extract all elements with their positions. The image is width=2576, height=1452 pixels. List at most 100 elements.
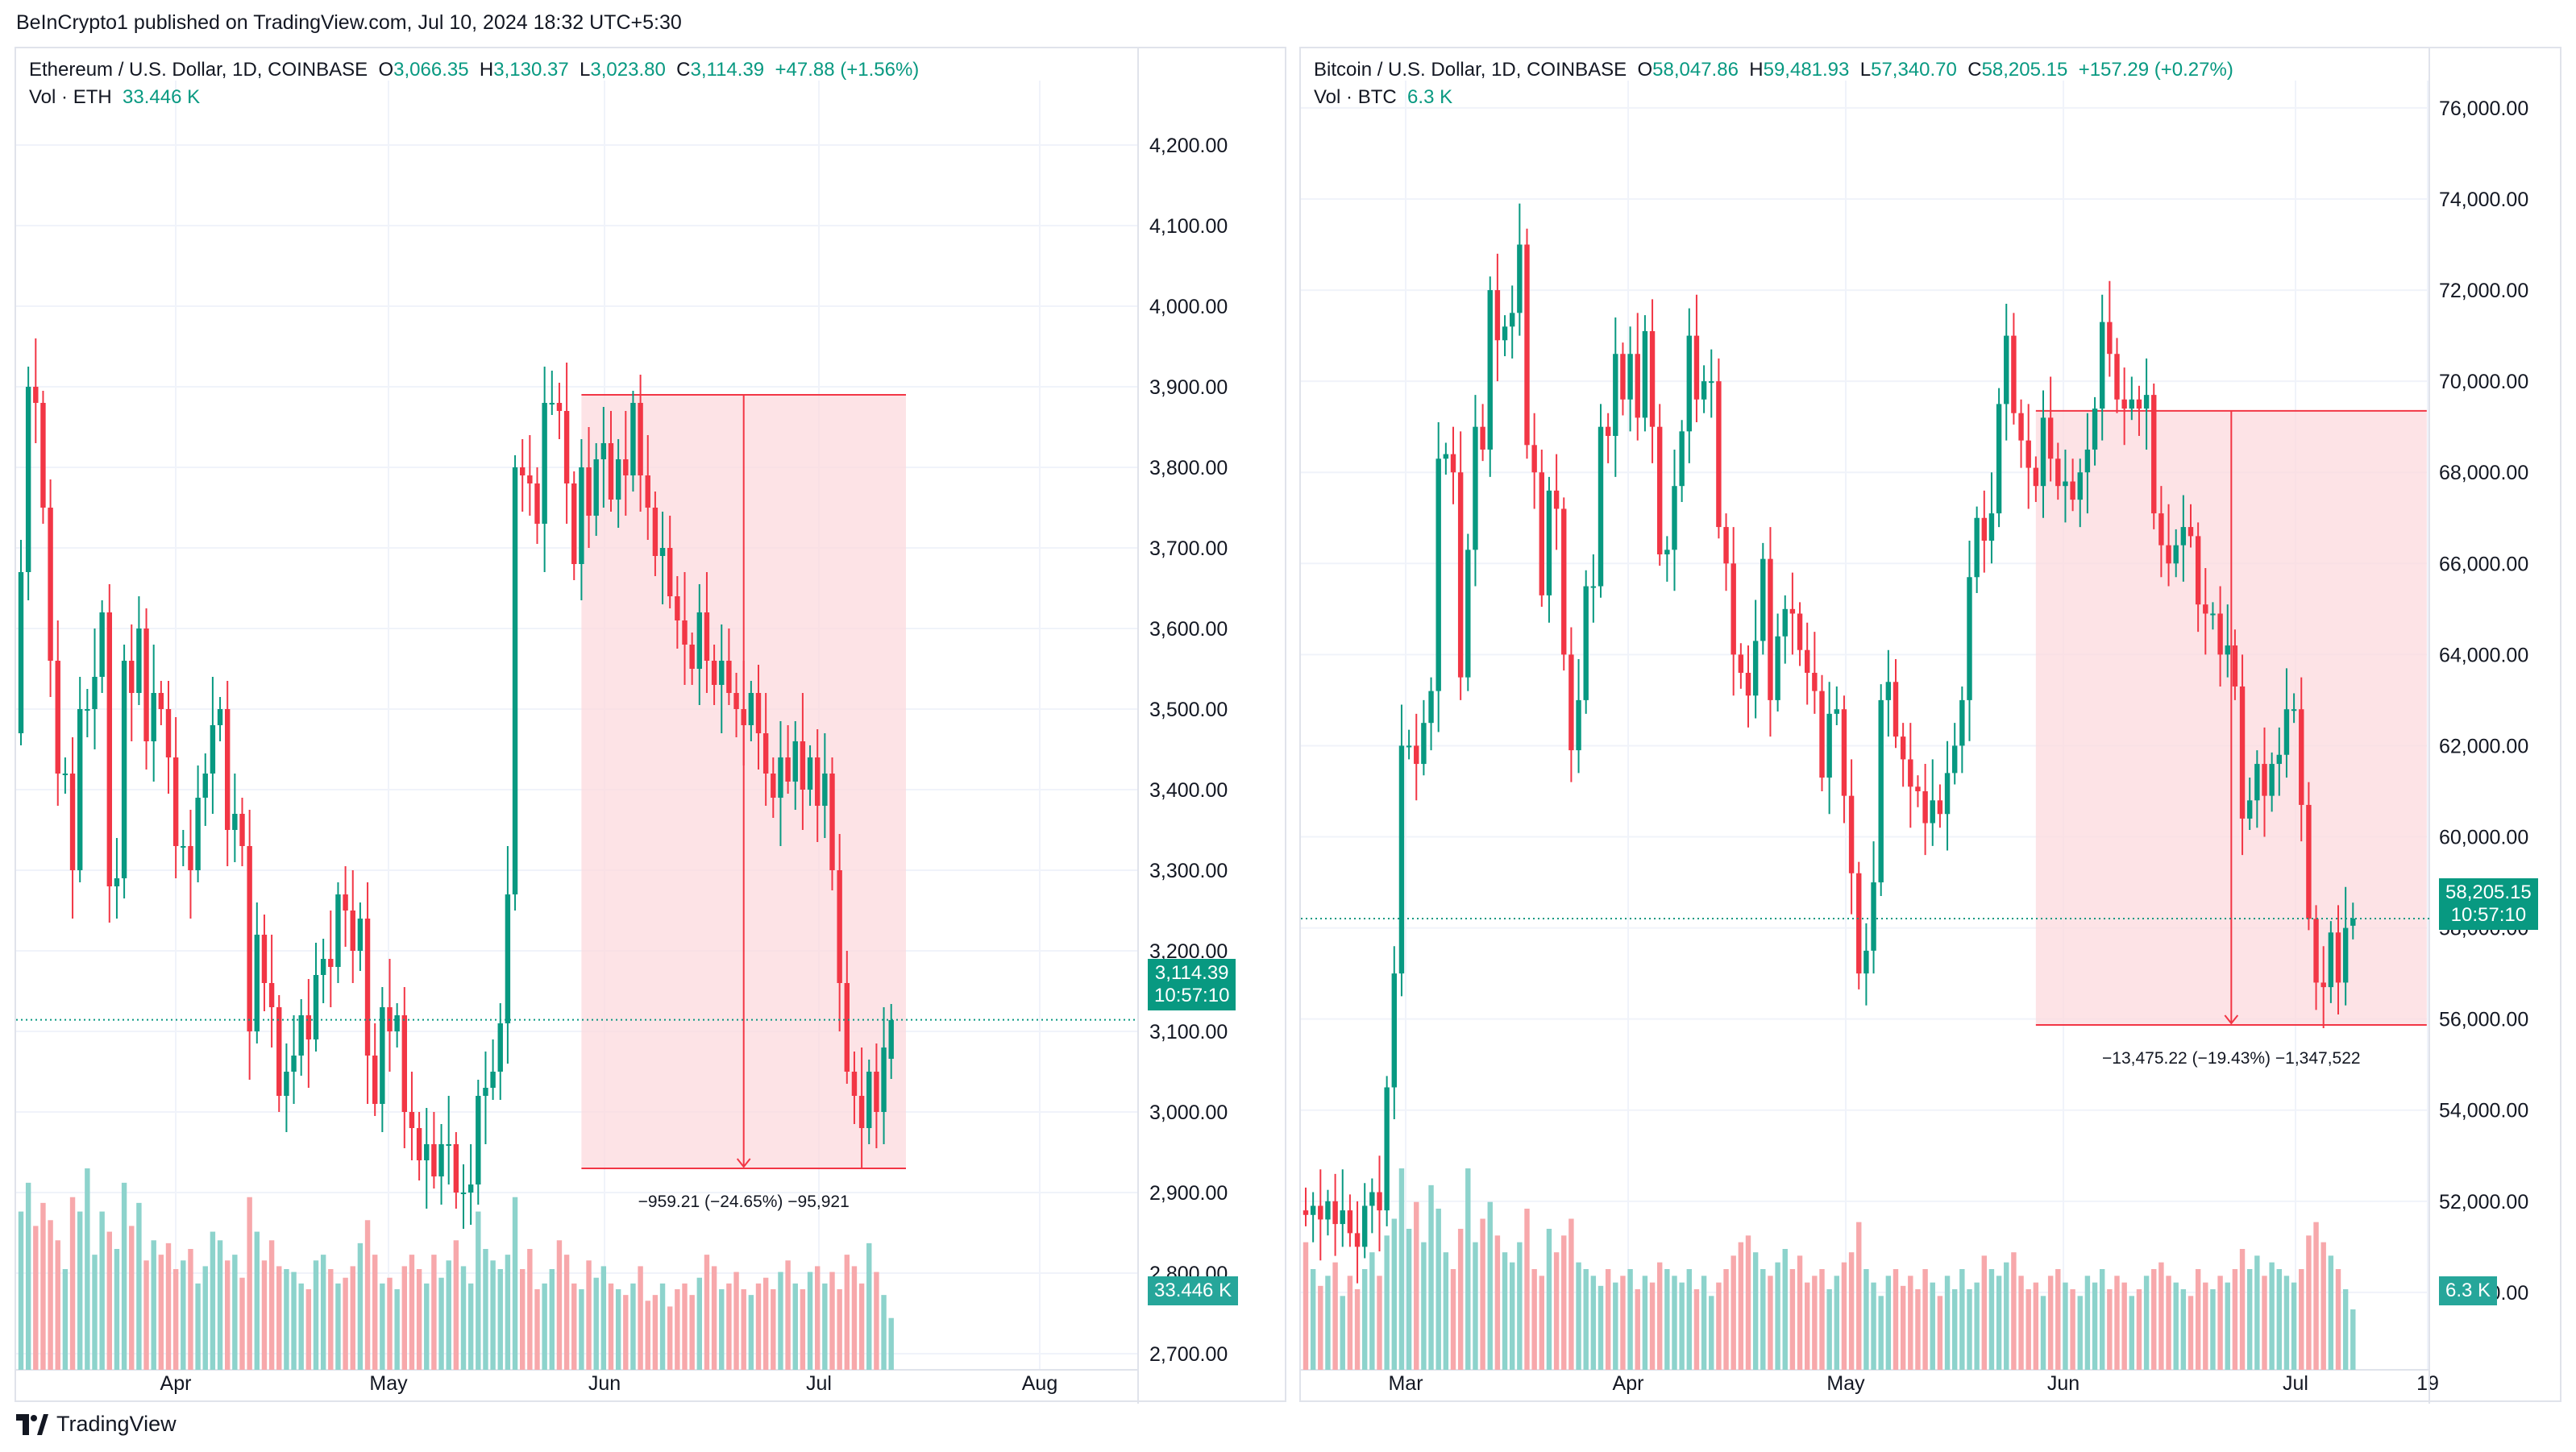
candle-body — [2018, 413, 2024, 441]
candle-body — [2239, 686, 2246, 819]
y-tick-label: 3,500.00 — [1149, 699, 1228, 721]
volume-bar — [866, 1242, 872, 1370]
volume-bar — [1613, 1282, 1618, 1370]
btc-chart-panel[interactable]: 76,000.00 74,000.00 72,000.00 70,000.00 68,0… — [1299, 47, 2563, 1404]
volume-bar — [1768, 1276, 1773, 1370]
volume-bar — [172, 1269, 179, 1370]
volume-bar — [586, 1260, 592, 1370]
volume-bar — [268, 1240, 275, 1370]
volume-bar — [158, 1255, 164, 1370]
volume-bar — [1531, 1269, 1537, 1370]
volume-bar — [1539, 1276, 1545, 1370]
y-tick-label: 54,000.00 — [2439, 1100, 2528, 1122]
candle-body — [844, 983, 850, 1072]
volume-bar — [136, 1202, 142, 1370]
candle-body — [1576, 699, 1581, 751]
volume-bar — [1546, 1229, 1552, 1370]
candle-body — [210, 725, 216, 774]
volume-bar — [328, 1269, 334, 1370]
candle-body — [1450, 454, 1456, 473]
volume-bar — [350, 1266, 355, 1370]
candle-body — [1590, 586, 1597, 588]
candle-body — [1480, 426, 1485, 450]
candle-body — [195, 798, 201, 870]
y-tick-label: 52,000.00 — [2439, 1191, 2528, 1213]
candle-body — [608, 443, 614, 500]
y-tick-label: 62,000.00 — [2439, 735, 2528, 757]
volume-bar — [2158, 1262, 2164, 1370]
volume-bar — [1900, 1285, 1906, 1370]
volume-bar — [305, 1289, 312, 1370]
candle-body — [1598, 426, 1604, 587]
volume-bar — [1553, 1252, 1560, 1370]
volume-bar — [1318, 1285, 1323, 1370]
volume-bar — [711, 1266, 717, 1370]
volume-bar — [1760, 1269, 1766, 1370]
btc-high-label: H — [1749, 59, 1764, 81]
tradingview-logo-icon — [16, 1413, 48, 1435]
eth-candlestick-chart[interactable]: 4,200.00 4,100.00 4,000.00 3,900.00 3,800.00… — [16, 48, 1288, 1404]
x-tick-label: Jul — [806, 1372, 832, 1395]
btc-symbol: Bitcoin / U.S. Dollar, 1D, COINBASE — [1314, 59, 1627, 81]
candle-body — [181, 846, 186, 848]
candle-body — [1878, 699, 1884, 883]
volume-bar — [1576, 1262, 1581, 1370]
candle-body — [2269, 764, 2275, 796]
volume-bar — [247, 1197, 252, 1370]
candle-body — [114, 878, 120, 886]
y-tick-label: 70,000.00 — [2439, 371, 2528, 393]
volume-bar — [2350, 1309, 2356, 1370]
volume-bar — [394, 1289, 400, 1370]
volume-bar — [1325, 1276, 1331, 1370]
candle-body — [350, 911, 355, 951]
btc-candlestick-chart[interactable]: 76,000.00 74,000.00 72,000.00 70,000.00 68,0… — [1301, 48, 2563, 1404]
candle-body — [1679, 431, 1685, 487]
candle-body — [837, 870, 842, 983]
eth-chart-panel[interactable]: 4,200.00 4,100.00 4,000.00 3,900.00 3,800.00… — [15, 47, 1288, 1404]
y-tick-label: 68,000.00 — [2439, 462, 2528, 484]
candle-body — [172, 757, 179, 846]
candle-body — [2350, 919, 2356, 926]
volume-bar — [1568, 1218, 1574, 1370]
volume-bar — [1885, 1276, 1892, 1370]
candle-body — [563, 411, 570, 483]
volume-bar — [1679, 1282, 1685, 1370]
candle-body — [1908, 759, 1913, 787]
volume-bar — [1812, 1276, 1818, 1370]
candle-body — [305, 1015, 312, 1039]
y-tick-label: 64,000.00 — [2439, 644, 2528, 666]
volume-bar — [689, 1295, 695, 1370]
volume-bar — [512, 1197, 518, 1370]
volume-bar — [1465, 1168, 1471, 1370]
candle-body — [2025, 440, 2031, 468]
volume-bar — [453, 1240, 459, 1370]
candle-body — [1937, 800, 1943, 815]
volume-bar — [888, 1317, 894, 1370]
candle-body — [431, 1144, 437, 1176]
candle-body — [755, 693, 762, 733]
volume-bar — [129, 1226, 135, 1370]
range-label: −959.21 (−24.65%) −95,921 — [638, 1193, 850, 1211]
candle-body — [33, 387, 39, 403]
volume-bar — [291, 1272, 297, 1370]
volume-bar — [792, 1283, 798, 1370]
candle-body — [364, 919, 371, 1056]
volume-bar — [2342, 1289, 2349, 1370]
candle-body — [69, 774, 76, 870]
volume-bar — [1391, 1218, 1398, 1370]
candle-body — [1354, 1233, 1361, 1247]
candle-body — [505, 894, 511, 1023]
candle-body — [1804, 649, 1810, 673]
volume-bar — [2025, 1289, 2031, 1370]
y-tick-label: 3,000.00 — [1149, 1101, 1228, 1124]
eth-low: 3,023.80 — [590, 59, 666, 81]
volume-bar — [2121, 1282, 2127, 1370]
volume-bar — [1517, 1242, 1523, 1370]
volume-bar — [1863, 1269, 1869, 1370]
candle-body — [2262, 764, 2267, 796]
volume-bar — [2195, 1269, 2201, 1370]
candle-body — [1900, 736, 1906, 760]
candle-body — [438, 1144, 444, 1176]
volume-bar — [99, 1211, 105, 1370]
volume-bar — [1524, 1209, 1530, 1370]
